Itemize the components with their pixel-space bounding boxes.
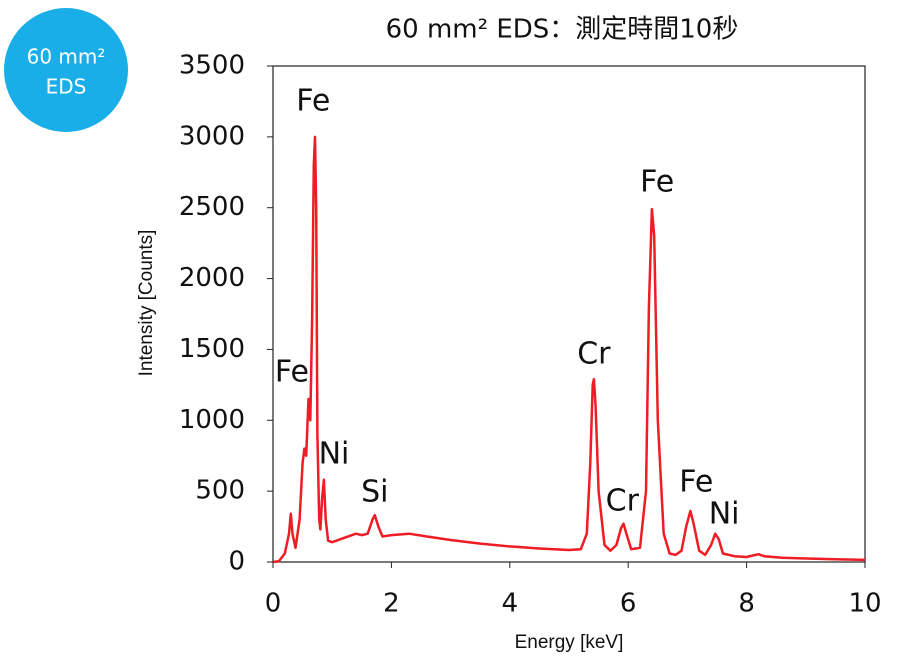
y-tick-label: 0 — [228, 547, 245, 577]
peak-label: Cr — [577, 336, 611, 371]
x-tick-label: 2 — [383, 589, 400, 619]
y-tick-label: 1500 — [179, 334, 245, 364]
y-tick-label: 500 — [195, 476, 245, 506]
x-tick-label: 4 — [502, 589, 519, 619]
badge — [4, 8, 128, 132]
peak-label: Fe — [679, 465, 713, 500]
spectrum-line — [272, 135, 866, 564]
x-tick-label: 8 — [738, 589, 755, 619]
y-tick-label: 3500 — [179, 51, 245, 81]
peak-label: Cr — [606, 484, 640, 519]
peak-label: Ni — [319, 437, 350, 472]
y-tick-label: 3000 — [179, 121, 245, 151]
chart-title: 60 mm² EDS：測定時間10秒 — [386, 15, 739, 45]
x-tick-label: 10 — [848, 589, 881, 619]
plot-frame — [272, 65, 866, 563]
x-tick-label: 0 — [265, 589, 282, 619]
y-tick-label: 1000 — [179, 405, 245, 435]
peak-label: Ni — [709, 496, 740, 531]
y-tick-label: 2500 — [179, 192, 245, 222]
peak-label: Fe — [640, 164, 674, 199]
y-tick-label: 2000 — [179, 263, 245, 293]
badge-text: EDS — [46, 75, 87, 99]
peak-label: Fe — [296, 83, 330, 118]
peak-label: Si — [361, 474, 388, 509]
badge-text: 60 mm² — [27, 45, 106, 69]
x-axis-title: Energy [keV] — [515, 632, 624, 653]
peak-label: Fe — [275, 354, 309, 389]
x-tick-label: 6 — [620, 589, 637, 619]
y-axis-title: Intensity [Counts] — [136, 230, 157, 377]
